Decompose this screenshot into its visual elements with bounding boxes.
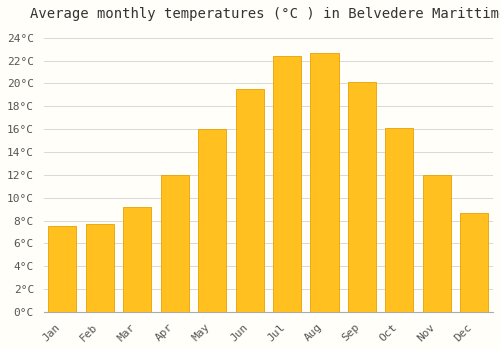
Bar: [348, 82, 376, 312]
Bar: [310, 52, 338, 312]
Bar: [386, 128, 413, 312]
Bar: [160, 175, 189, 312]
Title: Average monthly temperatures (°C ) in Belvedere Marittimo: Average monthly temperatures (°C ) in Be…: [30, 7, 500, 21]
Bar: [273, 56, 301, 312]
Bar: [86, 224, 114, 312]
Bar: [123, 207, 152, 312]
Bar: [48, 226, 76, 312]
Bar: [198, 129, 226, 312]
Bar: [236, 89, 264, 312]
Bar: [460, 212, 488, 312]
Bar: [423, 175, 451, 312]
